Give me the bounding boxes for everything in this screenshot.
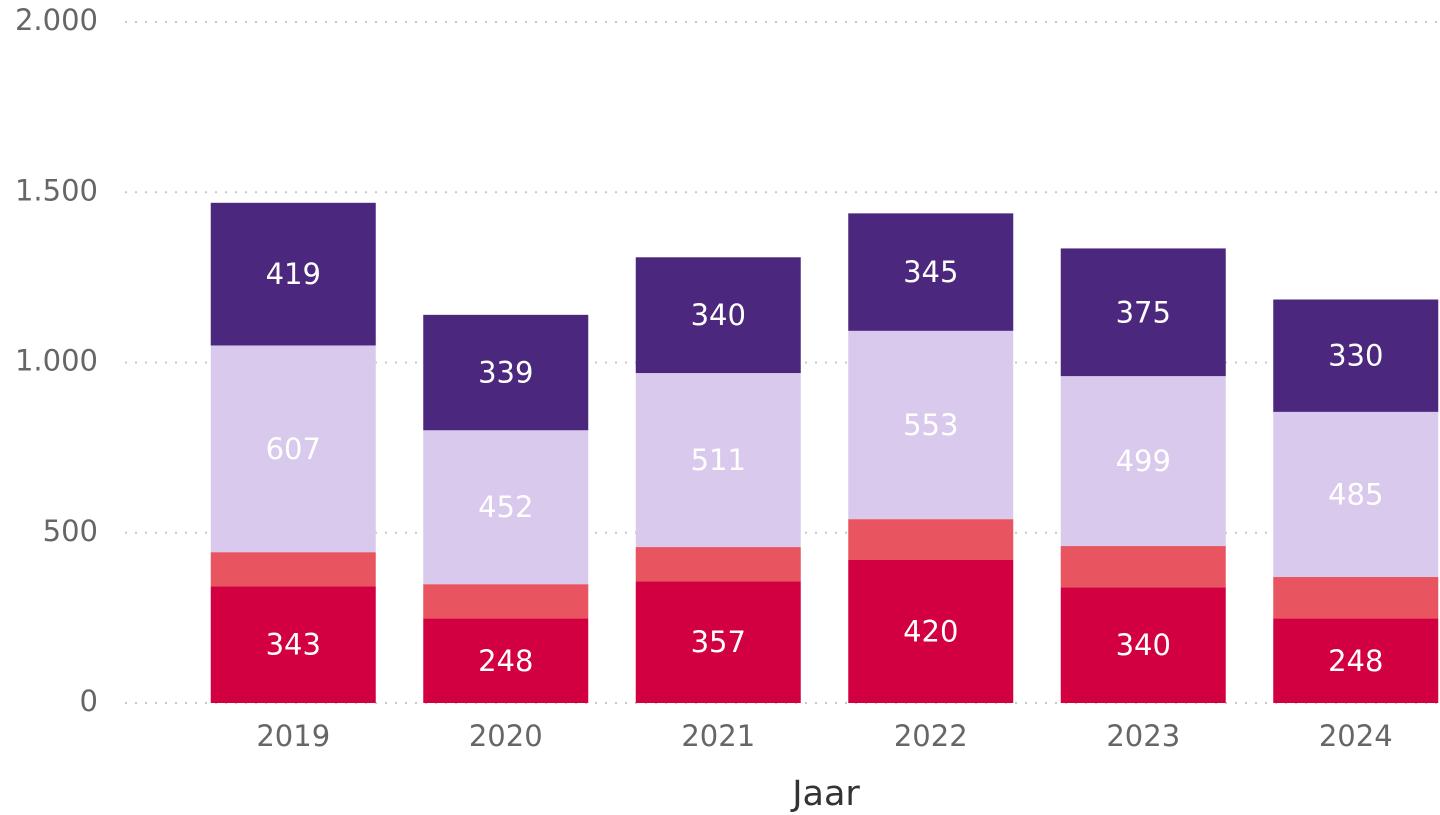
data-label: 248 — [478, 644, 533, 678]
data-label: 330 — [1328, 339, 1383, 373]
bar-segment — [210, 345, 376, 553]
bar-segment — [635, 547, 801, 582]
bar-segment — [423, 314, 589, 431]
data-label: 420 — [903, 614, 958, 648]
bar-segment — [848, 330, 1014, 520]
bar-segment — [1060, 587, 1226, 703]
bar-segment — [210, 202, 376, 346]
bar-segment — [1060, 546, 1226, 588]
x-axis-title: Jaar — [790, 774, 860, 814]
data-label: 343 — [266, 628, 321, 662]
data-label: 340 — [1116, 628, 1171, 662]
x-tick-label: 2022 — [894, 719, 968, 753]
bar-segment — [635, 373, 801, 548]
y-tick-label: 500 — [43, 514, 98, 548]
data-label: 340 — [691, 298, 746, 332]
bar-segment — [635, 581, 801, 703]
x-tick-label: 2021 — [681, 719, 755, 753]
data-label: 499 — [1116, 444, 1171, 478]
x-tick-label: 2020 — [469, 719, 543, 753]
data-label: 553 — [903, 408, 958, 442]
bar-segment — [1060, 248, 1226, 377]
bar-segment — [848, 213, 1014, 331]
y-tick-label: 2.000 — [15, 3, 98, 37]
y-tick-label: 1.000 — [15, 344, 98, 378]
data-label: 345 — [903, 255, 958, 289]
bar-segment — [1273, 577, 1439, 619]
bar-segment — [848, 519, 1014, 560]
bar-segment — [1273, 299, 1439, 412]
data-label: 419 — [266, 257, 321, 291]
x-tick-label: 2024 — [1319, 719, 1393, 753]
bar-segment — [210, 586, 376, 703]
y-tick-label: 0 — [80, 684, 98, 718]
bar-segment — [1273, 618, 1439, 703]
bar-segment — [210, 552, 376, 587]
data-label: 357 — [691, 625, 746, 659]
data-label: 511 — [691, 443, 746, 477]
data-label: 485 — [1328, 477, 1383, 511]
bar-segment — [848, 559, 1014, 703]
data-label: 375 — [1116, 295, 1171, 329]
x-tick-label: 2019 — [256, 719, 330, 753]
bar-segment — [423, 584, 589, 619]
bar-segment — [423, 618, 589, 703]
bar-segment — [1273, 411, 1439, 578]
data-label: 607 — [266, 432, 321, 466]
bar-segment — [423, 430, 589, 585]
bar-segment — [1060, 376, 1226, 547]
bar-segment — [635, 257, 801, 374]
data-label: 248 — [1328, 644, 1383, 678]
x-tick-label: 2023 — [1106, 719, 1180, 753]
data-label: 339 — [478, 356, 533, 390]
data-label: 452 — [478, 490, 533, 524]
y-tick-label: 1.500 — [15, 173, 98, 207]
